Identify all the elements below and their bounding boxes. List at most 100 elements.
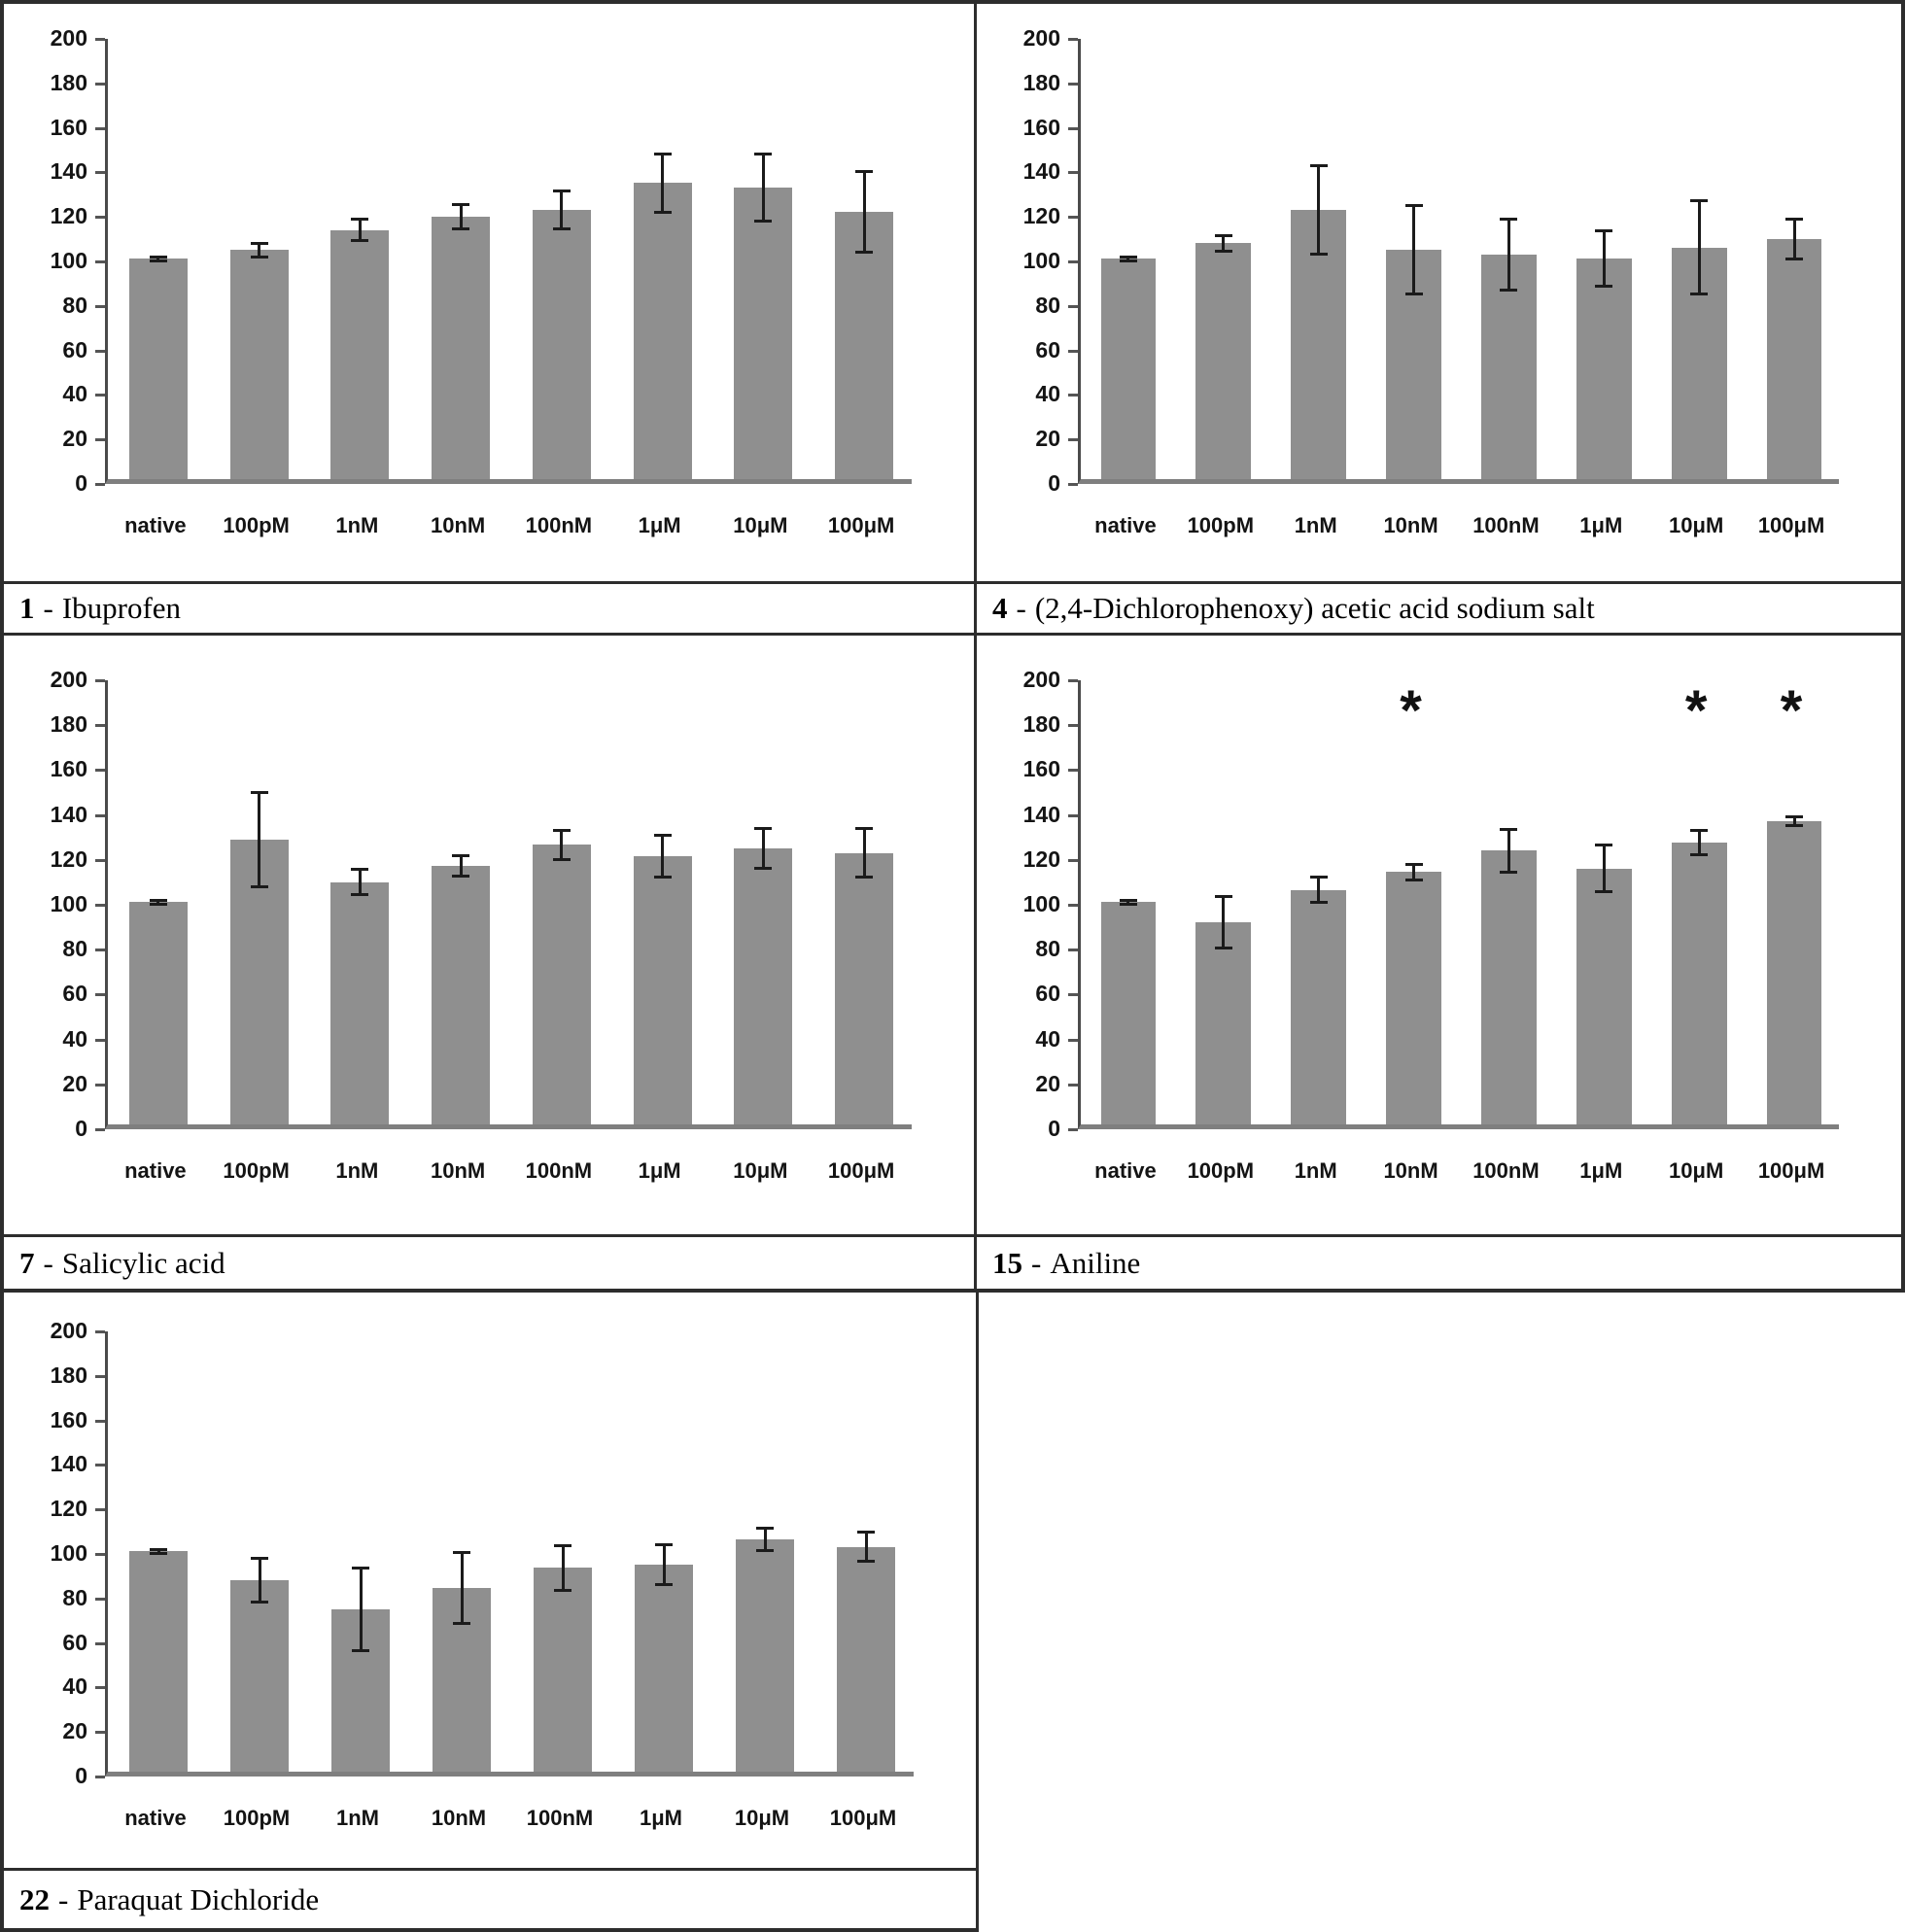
x-axis-label: 100pM <box>1187 513 1255 537</box>
x-axis-label: native <box>1094 1158 1157 1183</box>
y-tick-mark <box>1068 1038 1078 1042</box>
caption-ibuprofen: 1 - Ibuprofen <box>4 581 977 636</box>
caption-number: 15 <box>992 1245 1022 1280</box>
error-bar-cap-bottom <box>1214 947 1232 950</box>
error-bar-cap-top <box>1690 199 1709 203</box>
caption-separator: - <box>43 1245 53 1280</box>
error-bar-cap-bottom <box>554 1588 572 1592</box>
chart-panel-ibuprofen: 200 180 160 140 120 100 80 60 40 20 0 native 100pM 1n… <box>4 4 977 581</box>
y-tick-mark <box>95 38 105 41</box>
y-tick-mark <box>1068 858 1078 862</box>
y-tick-label: 120 <box>50 845 87 872</box>
y-tick-mark <box>1068 1128 1078 1131</box>
error-bar-cap-bottom <box>653 210 672 214</box>
error-bar-cap-top <box>1690 828 1709 832</box>
error-bar-cap-top <box>452 854 470 858</box>
plot-area <box>105 1331 914 1777</box>
y-tick-mark <box>1068 904 1078 907</box>
x-axis-label: 100nM <box>1472 513 1540 537</box>
bar-native <box>1100 902 1157 1124</box>
bar-10nM <box>1386 872 1441 1124</box>
y-tick-label: 140 <box>1022 801 1060 827</box>
error-bar <box>560 830 564 860</box>
x-axis-label: 100μM <box>829 1806 897 1830</box>
y-tick-mark <box>95 949 105 952</box>
error-bar-cap-top <box>552 828 571 832</box>
error-bar-cap-bottom <box>552 226 571 230</box>
error-bar-cap-bottom <box>1404 293 1423 296</box>
bar-1μM <box>1576 868 1632 1124</box>
caption-number: 7 <box>19 1245 35 1280</box>
y-tick-label: 20 <box>62 1718 87 1744</box>
y-tick-label: 80 <box>1035 936 1060 962</box>
plot-area <box>105 39 912 484</box>
error-bar-cap-top <box>1404 862 1423 866</box>
x-axis-label: native <box>1094 513 1157 537</box>
y-tick-label: 180 <box>50 711 87 738</box>
error-bar-cap-top <box>754 153 773 156</box>
caption-name: Salicylic acid <box>61 1245 225 1280</box>
error-bar-cap-top <box>754 826 773 830</box>
error-bar-cap-bottom <box>1119 259 1137 262</box>
x-axis-label: 1nM <box>1294 513 1337 537</box>
y-tick-label: 40 <box>1035 381 1060 407</box>
y-tick-mark <box>95 724 105 728</box>
y-tick-mark <box>95 171 105 175</box>
error-bar-cap-top <box>1309 876 1328 880</box>
y-tick-mark <box>95 1038 105 1042</box>
y-tick-mark <box>1068 126 1078 130</box>
bar-1μM <box>633 183 692 479</box>
y-tick-mark <box>1068 171 1078 175</box>
x-axis-label: 100nM <box>1472 1158 1540 1183</box>
y-tick-mark <box>1068 216 1078 220</box>
x-axis-label: 100nM <box>526 1806 594 1830</box>
plot-area <box>1078 680 1839 1129</box>
error-bar <box>156 900 160 905</box>
y-tick-label: 100 <box>1022 248 1060 273</box>
y-tick-label: 0 <box>75 1116 87 1141</box>
caption-name: Paraquat Dichloride <box>77 1881 320 1916</box>
y-tick-mark <box>1068 304 1078 308</box>
error-bar <box>1126 257 1130 261</box>
x-axis-label: 10nM <box>431 513 486 537</box>
y-tick-mark <box>95 813 105 817</box>
bar-100nM <box>1481 850 1537 1124</box>
error-bar <box>156 1549 160 1554</box>
error-bar-cap-bottom <box>351 239 369 243</box>
y-tick-label: 200 <box>1022 667 1060 692</box>
error-bar <box>761 154 765 222</box>
y-tick-label: 160 <box>50 1406 87 1432</box>
error-bar <box>1412 864 1416 880</box>
error-bar <box>1222 896 1226 949</box>
error-bar-cap-bottom <box>1690 293 1709 296</box>
error-bar-cap-bottom <box>250 884 268 888</box>
error-bar-cap-top <box>1500 827 1518 831</box>
x-axis-label: 10nM <box>1383 513 1438 537</box>
bar-native <box>128 259 188 479</box>
y-tick-mark <box>1068 1083 1078 1087</box>
x-axis-label: 1μM <box>638 1158 681 1183</box>
error-bar-cap-top <box>351 868 369 872</box>
x-axis-label: 1nM <box>1294 1158 1337 1183</box>
error-bar-cap-top <box>1595 843 1613 846</box>
bar-native <box>128 1551 189 1772</box>
error-bar <box>1412 205 1416 294</box>
x-axis-label: 100nM <box>525 1158 593 1183</box>
y-tick-label: 180 <box>50 69 87 95</box>
y-tick-mark <box>95 438 105 442</box>
error-bar-cap-top <box>1595 229 1613 233</box>
y-tick-label: 40 <box>62 1673 87 1700</box>
y-tick-mark <box>95 483 105 486</box>
error-bar <box>156 257 160 261</box>
x-axis-label: 100pM <box>223 1806 291 1830</box>
y-tick-mark <box>95 1641 105 1645</box>
y-tick-label: 0 <box>1048 1116 1060 1141</box>
y-tick-label: 160 <box>1022 114 1060 140</box>
x-axis-label: 10nM <box>431 1806 487 1830</box>
x-axis-label: 100pM <box>223 1158 290 1183</box>
caption-separator: - <box>1031 1245 1042 1280</box>
error-bar-cap-bottom <box>1119 902 1137 906</box>
caption-aniline: 15 - Aniline <box>977 1234 1901 1289</box>
y-tick-mark <box>95 1686 105 1690</box>
y-tick-mark <box>95 394 105 397</box>
